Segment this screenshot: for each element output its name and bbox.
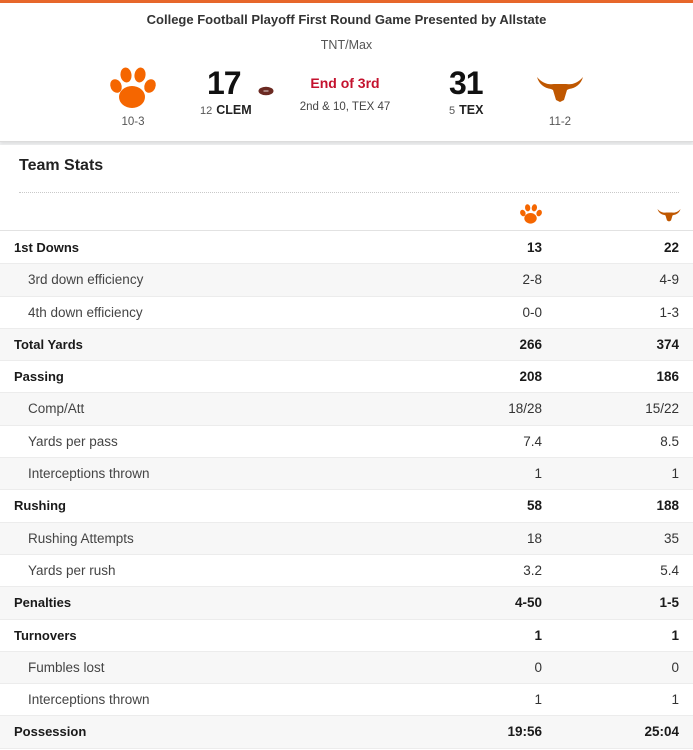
away-stat-value: 7.4 — [523, 433, 542, 449]
stat-row: Penalties 4-50 1-5 — [0, 587, 693, 620]
away-stat-value: 1 — [534, 466, 542, 482]
stat-label: Interceptions thrown — [28, 466, 150, 482]
stat-row: 1st Downs 13 22 — [0, 232, 693, 265]
away-rank: 12 — [200, 105, 213, 117]
stat-row: Interceptions thrown 1 1 — [0, 684, 693, 717]
home-abbr: TEX — [459, 103, 484, 117]
stat-label: Rushing — [14, 498, 66, 514]
stat-label: Total Yards — [14, 336, 83, 352]
stat-row: Possession 19:56 25:04 — [0, 716, 693, 749]
away-stat-value: 58 — [526, 498, 542, 514]
home-stat-value: 1 — [671, 627, 679, 643]
stat-row: 3rd down efficiency 2-8 4-9 — [0, 264, 693, 297]
stat-label: Possession — [14, 724, 87, 740]
home-team-line[interactable]: 5 TEX — [449, 103, 483, 117]
away-stat-value: 208 — [519, 369, 542, 385]
stat-label: 3rd down efficiency — [28, 272, 144, 288]
stat-label: Comp/Att — [28, 401, 85, 417]
scoreboard-header: College Football Playoff First Round Gam… — [0, 3, 693, 142]
home-stat-value: 1 — [671, 466, 679, 482]
away-record: 10-3 — [121, 116, 145, 128]
stat-row: Comp/Att 18/28 15/22 — [0, 393, 693, 426]
home-stat-value: 1 — [671, 692, 679, 708]
home-stat-value: 374 — [656, 336, 679, 352]
away-stat-value: 4-50 — [514, 595, 542, 611]
home-stat-value: 8.5 — [660, 433, 679, 449]
stat-label: Penalties — [14, 595, 72, 611]
stat-row: Fumbles lost 0 0 — [0, 651, 693, 685]
away-score: 17 — [207, 65, 242, 101]
home-stat-value: 25:04 — [644, 724, 679, 740]
possession-football-icon — [258, 83, 274, 101]
stat-row: Yards per pass 7.4 8.5 — [0, 426, 693, 459]
stat-row: Yards per rush 3.2 5.4 — [0, 555, 693, 588]
home-stat-value: 0 — [671, 659, 679, 675]
stat-label: 4th down efficiency — [28, 304, 143, 320]
stat-row: 4th down efficiency 0-0 1-3 — [0, 297, 693, 329]
stat-row: Interceptions thrown 1 1 — [0, 458, 693, 491]
away-stat-value: 1 — [534, 627, 542, 643]
home-record: 11-2 — [548, 116, 572, 128]
stat-label: Interceptions thrown — [28, 692, 150, 708]
team-logo-header-row — [0, 195, 693, 231]
stat-label: Yards per pass — [28, 433, 118, 449]
home-stat-value: 1-3 — [659, 304, 679, 320]
down-and-distance: 2nd & 10, TEX 47 — [299, 101, 391, 113]
team-stats-table: 1st Downs 13 22 3rd down efficiency 2-8 4-9 4t… — [0, 232, 693, 749]
game-title: College Football Playoff First Round Gam… — [146, 12, 547, 27]
longhorn-icon[interactable] — [536, 73, 584, 103]
away-stat-value: 266 — [519, 336, 542, 352]
team-stats-title: Team Stats — [19, 157, 104, 174]
home-rank: 5 — [449, 105, 456, 117]
stat-row: Turnovers 1 1 — [0, 620, 693, 652]
broadcast-network: TNT/Max — [320, 38, 373, 52]
stat-label: Passing — [14, 369, 64, 385]
away-stat-value: 19:56 — [507, 724, 542, 740]
away-stat-value: 18/28 — [508, 401, 542, 417]
away-stat-value: 0 — [534, 659, 542, 675]
home-stat-value: 15/22 — [645, 401, 679, 417]
away-stat-value: 18 — [526, 530, 542, 546]
divider — [19, 192, 679, 193]
stat-label: Yards per rush — [28, 562, 116, 578]
home-stat-value: 5.4 — [660, 562, 679, 578]
stat-label: Fumbles lost — [28, 659, 105, 675]
stat-label: 1st Downs — [14, 240, 80, 255]
stat-row: Passing 208 186 — [0, 361, 693, 394]
home-stat-value: 4-9 — [659, 272, 679, 288]
longhorn-icon — [657, 207, 681, 227]
game-status: End of 3rd — [310, 75, 380, 91]
away-abbr: CLEM — [216, 103, 252, 117]
stat-row: Rushing Attempts 18 35 — [0, 522, 693, 555]
away-stat-value: 2-8 — [522, 272, 542, 288]
home-score: 31 — [449, 65, 484, 101]
home-stat-value: 35 — [663, 530, 679, 546]
top-accent-strip — [0, 0, 693, 3]
stat-row: Rushing 58 188 — [0, 490, 693, 523]
tiger-paw-icon[interactable] — [108, 65, 158, 111]
away-stat-value: 1 — [534, 692, 542, 708]
away-stat-value: 3.2 — [523, 562, 542, 578]
stat-row: Total Yards 266 374 — [0, 328, 693, 362]
home-stat-value: 188 — [656, 498, 679, 514]
home-stat-value: 22 — [663, 240, 679, 255]
stat-label: Rushing Attempts — [28, 530, 134, 546]
away-stat-value: 0-0 — [522, 304, 542, 320]
tiger-paw-icon — [519, 203, 543, 230]
away-stat-value: 13 — [526, 240, 542, 255]
away-team-line[interactable]: 12 CLEM — [200, 103, 252, 117]
stat-label: Turnovers — [14, 627, 77, 643]
home-stat-value: 1-5 — [659, 595, 679, 611]
home-stat-value: 186 — [656, 369, 679, 385]
team-stats-card: Team Stats 1st Downs 13 22 3rd down efficie… — [0, 145, 693, 750]
